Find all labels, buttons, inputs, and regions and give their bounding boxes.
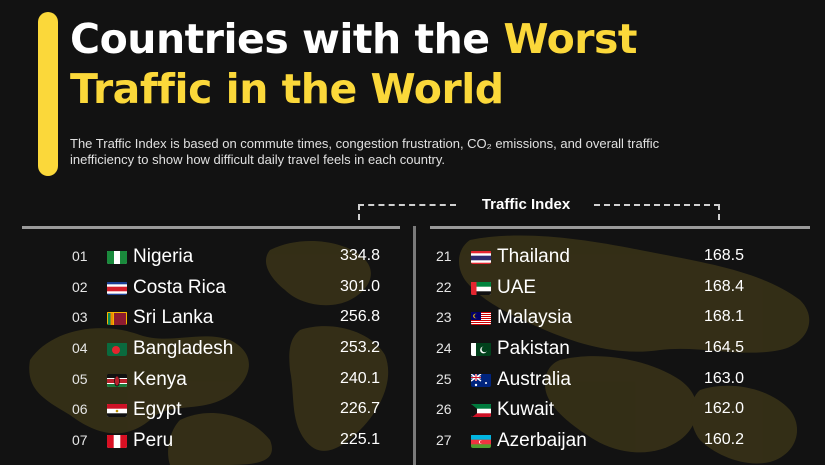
rank-number: 02: [72, 278, 88, 295]
rank-number: 06: [72, 401, 88, 418]
header-bracket-right: [594, 204, 720, 220]
rank-number: 23: [436, 309, 452, 326]
table-row: 26 Kuwait 162.0: [436, 398, 756, 429]
pakistan-flag-icon: [471, 342, 491, 357]
uae-flag-icon: [471, 281, 491, 295]
traffic-index-value: 225.1: [339, 431, 380, 449]
rank-number: 05: [72, 370, 88, 387]
country-name: Nigeria: [133, 246, 194, 267]
rank-number: 01: [72, 248, 88, 264]
country-name: Bangladesh: [133, 338, 234, 360]
title-highlight-word: Worst: [503, 15, 638, 63]
country-name: Malaysia: [497, 307, 572, 329]
table-divider-left: [22, 226, 400, 229]
traffic-index-value: 240.1: [339, 369, 380, 387]
ranking-list-left: 01 Nigeria 334.8 02 Costa Rica 301.0 03 Sri Lan…: [72, 245, 392, 460]
country-name: Sri Lanka: [133, 307, 214, 329]
column-divider: [413, 226, 416, 465]
traffic-index-value: 256.8: [339, 308, 380, 326]
header-bracket-left: [358, 204, 456, 220]
country-name: Egypt: [133, 399, 182, 421]
subtitle: The Traffic Index is based on commute ti…: [70, 136, 660, 167]
sri-lanka-flag-icon: [107, 311, 127, 326]
traffic-index-value: 226.7: [339, 400, 380, 418]
table-row: 07 Peru 225.1: [72, 429, 392, 460]
country-name: Thailand: [497, 246, 570, 267]
traffic-index-value: 163.0: [703, 369, 744, 387]
ranking-list-right: 21 Thailand 168.5 22 UAE 168.4 23 Malaysia 168.1…: [436, 245, 756, 460]
page-title: Countries with the Worst Traffic in the …: [70, 14, 638, 114]
egypt-flag-icon: [107, 403, 127, 418]
kenya-flag-icon: [107, 373, 127, 387]
table-row: 22 UAE 168.4: [436, 276, 756, 307]
country-name: Kuwait: [497, 399, 555, 421]
rank-number: 21: [436, 248, 452, 264]
table-row: 21 Thailand 168.5: [436, 245, 756, 276]
australia-flag-icon: [471, 373, 491, 387]
table-row: 24 Pakistan 164.5: [436, 337, 756, 368]
table-row: 01 Nigeria 334.8: [72, 245, 392, 276]
rank-number: 04: [72, 340, 88, 357]
table-row: 23 Malaysia 168.1: [436, 306, 756, 337]
table-divider-right: [430, 226, 810, 229]
traffic-index-value: 168.5: [703, 247, 744, 264]
country-name: Azerbaijan: [497, 430, 587, 452]
traffic-index-value: 168.1: [703, 308, 744, 326]
country-name: Costa Rica: [133, 276, 226, 298]
table-row: 04 Bangladesh 253.2: [72, 337, 392, 368]
rank-number: 03: [72, 309, 88, 326]
table-row: 03 Sri Lanka 256.8: [72, 306, 392, 337]
peru-flag-icon: [107, 434, 127, 449]
traffic-index-value: 301.0: [339, 277, 380, 295]
title-white-text: Countries with the: [70, 15, 504, 63]
table-row: 25 Australia 163.0: [436, 368, 756, 399]
malaysia-flag-icon: [471, 311, 491, 326]
title-highlight-line: Traffic in the World: [70, 65, 504, 113]
country-name: UAE: [497, 276, 537, 298]
country-name: Pakistan: [497, 338, 570, 360]
azerbaijan-flag-icon: [471, 434, 491, 449]
accent-bar: [38, 12, 58, 176]
rank-number: 26: [436, 401, 452, 418]
table-row: 27 Azerbaijan 160.2: [436, 429, 756, 460]
rank-number: 22: [436, 278, 452, 295]
rank-number: 27: [436, 432, 452, 449]
rank-number: 07: [72, 432, 88, 449]
kuwait-flag-icon: [471, 403, 491, 418]
traffic-index-value: 160.2: [703, 431, 744, 449]
traffic-index-value: 162.0: [703, 400, 744, 418]
country-name: Peru: [133, 430, 174, 452]
country-name: Australia: [497, 368, 571, 390]
table-row: 05 Kenya 240.1: [72, 368, 392, 399]
costa-rica-flag-icon: [107, 281, 127, 295]
traffic-index-value: 168.4: [703, 277, 744, 295]
column-header-traffic-index: Traffic Index: [481, 196, 571, 213]
rank-number: 25: [436, 370, 452, 387]
table-row: 02 Costa Rica 301.0: [72, 276, 392, 307]
traffic-index-value: 334.8: [339, 247, 380, 264]
traffic-index-value: 164.5: [703, 339, 744, 357]
table-row: 06 Egypt 226.7: [72, 398, 392, 429]
thailand-flag-icon: [471, 250, 491, 264]
rank-number: 24: [436, 340, 452, 357]
traffic-index-value: 253.2: [339, 339, 380, 357]
bangladesh-flag-icon: [107, 342, 127, 357]
country-name: Kenya: [133, 368, 187, 390]
nigeria-flag-icon: [107, 250, 127, 264]
